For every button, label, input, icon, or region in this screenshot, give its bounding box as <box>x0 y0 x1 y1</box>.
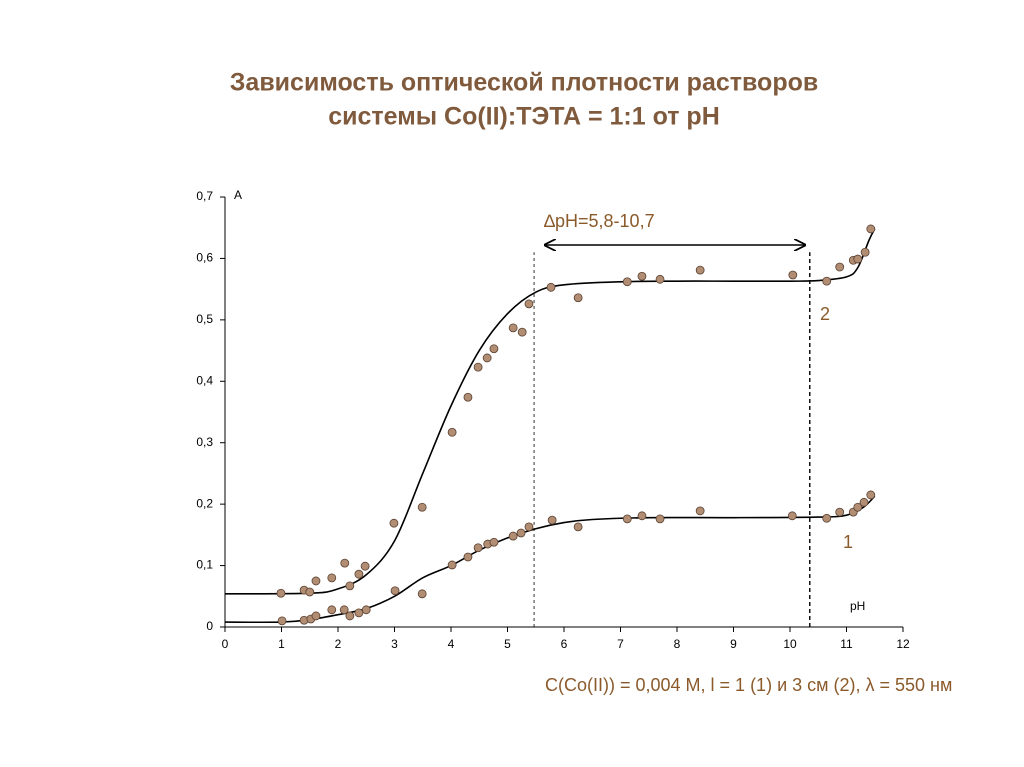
data-point <box>339 605 349 615</box>
data-point <box>389 518 399 528</box>
y-tick-label: 0,7 <box>196 189 213 203</box>
y-tick-label: 0,4 <box>196 373 213 387</box>
y-tick-label: 0,2 <box>196 496 213 510</box>
x-tick-label: 5 <box>504 637 511 651</box>
x-tick-label: 12 <box>896 637 910 651</box>
range-label: ∆pH=5,8-10,7 <box>544 211 655 231</box>
data-point <box>305 587 315 597</box>
data-point <box>447 560 457 570</box>
y-tick-label: 0,6 <box>196 251 213 265</box>
x-tick-label: 0 <box>222 637 229 651</box>
caption: C(Co(II)) = 0,004 M, l = 1 (1) и 3 см (2… <box>545 675 952 695</box>
data-point <box>573 293 583 303</box>
data-point <box>835 262 845 272</box>
data-point <box>860 247 870 257</box>
y-tick-label: 0,5 <box>196 312 213 326</box>
data-point <box>447 427 457 437</box>
data-point <box>311 611 321 621</box>
data-point <box>637 271 647 281</box>
data-point <box>360 561 370 571</box>
data-point <box>516 528 526 538</box>
x-tick-label: 4 <box>448 637 455 651</box>
data-point <box>354 608 364 618</box>
data-point <box>695 506 705 516</box>
data-point <box>866 224 876 234</box>
data-point <box>695 265 705 275</box>
data-point <box>277 616 287 626</box>
fit-curve <box>224 228 876 595</box>
data-point <box>508 323 518 333</box>
x-tick-label: 1 <box>278 637 285 651</box>
data-point <box>463 552 473 562</box>
data-point <box>345 611 355 621</box>
data-point <box>361 605 371 615</box>
x-tick-label: 10 <box>783 637 797 651</box>
data-point <box>787 511 797 521</box>
data-point <box>354 569 364 579</box>
x-tick-label: 2 <box>335 637 342 651</box>
x-tick-label: 9 <box>730 637 737 651</box>
data-point <box>853 254 863 264</box>
data-point <box>508 531 518 541</box>
data-point <box>417 502 427 512</box>
data-point <box>655 514 665 524</box>
data-point <box>517 327 527 337</box>
data-point <box>482 353 492 363</box>
data-point <box>489 537 499 547</box>
x-axis-label: pH <box>850 599 865 613</box>
data-point <box>463 392 473 402</box>
data-point <box>327 605 337 615</box>
data-point <box>822 513 832 523</box>
data-point <box>546 282 556 292</box>
y-tick-label: 0 <box>206 619 213 633</box>
x-tick-label: 7 <box>617 637 624 651</box>
x-tick-label: 3 <box>391 637 398 651</box>
x-tick-label: 11 <box>840 637 853 651</box>
data-point <box>489 344 499 354</box>
data-point <box>573 522 583 532</box>
data-point <box>340 558 350 568</box>
chart-title: Зависимость оптической плотности раствор… <box>230 69 818 97</box>
data-point <box>622 277 632 287</box>
y-tick-label: 0,3 <box>196 435 213 449</box>
data-point <box>473 362 483 372</box>
data-point <box>859 497 869 507</box>
x-tick-label: 6 <box>561 637 568 651</box>
data-point <box>327 573 337 583</box>
data-point <box>311 576 321 586</box>
x-tick-label: 8 <box>674 637 681 651</box>
data-point <box>524 299 534 309</box>
data-point <box>866 490 876 500</box>
data-point <box>473 543 483 553</box>
data-point <box>822 276 832 286</box>
chart-title: системы Co(II):ТЭТА = 1:1 от рН <box>328 103 720 131</box>
data-point <box>655 274 665 284</box>
data-point <box>390 586 400 596</box>
data-point <box>524 522 534 532</box>
data-point <box>417 589 427 599</box>
series-label: 2 <box>820 304 830 324</box>
data-point <box>547 515 557 525</box>
data-point <box>835 507 845 517</box>
data-point <box>637 511 647 521</box>
data-point <box>853 502 863 512</box>
data-point <box>622 514 632 524</box>
fit-curve <box>224 495 876 624</box>
data-point <box>276 588 286 598</box>
series-label: 1 <box>843 532 853 552</box>
y-tick-label: 0,1 <box>196 558 213 572</box>
data-point <box>788 270 798 280</box>
data-point <box>345 581 355 591</box>
y-axis-label: A <box>234 188 242 202</box>
